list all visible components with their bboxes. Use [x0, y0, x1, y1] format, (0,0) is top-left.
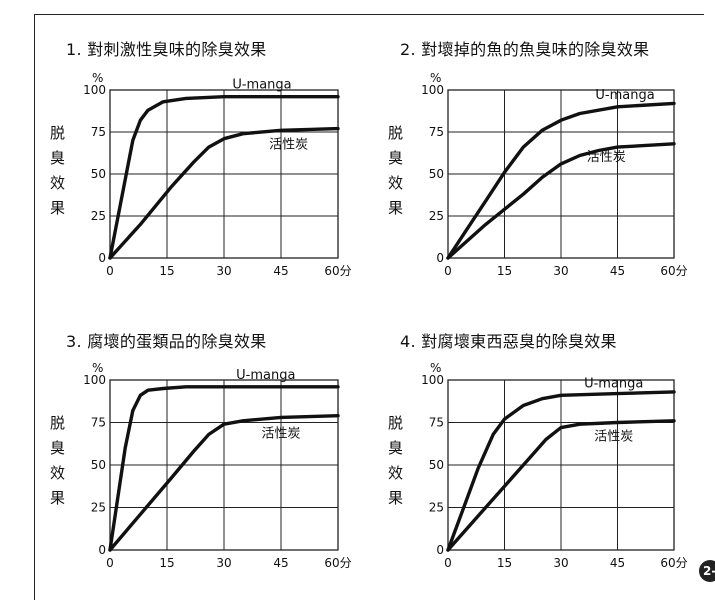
y-tick-label: 100 [421, 83, 444, 97]
y-tick-label: 0 [436, 251, 444, 265]
y-tick-label: 25 [91, 501, 106, 515]
x-tick-label: 45 [273, 556, 288, 570]
x-tick-label: 60分 [660, 264, 687, 278]
series-line [108, 385, 340, 552]
y-unit-label: % [430, 361, 441, 375]
chart-svg: 0 15 30 45 60分 0 25 50 75 100% 脱臭效果 U-manga 活性炭 [388, 71, 688, 278]
x-tick-label: 45 [610, 556, 625, 570]
y-tick-label: 25 [429, 209, 444, 223]
series-label: U-manga [584, 377, 643, 392]
y-tick-label: 75 [91, 416, 106, 430]
x-tick-label: 45 [610, 264, 625, 278]
y-axis-label: 脱臭效果 [50, 124, 65, 217]
x-tick-label: 30 [553, 556, 568, 570]
chart-panel-1: 1. 對刺激性臭味的除臭效果 0 15 30 45 60分 0 25 50 75 100% 脱臭效果… [48, 24, 378, 299]
chart-svg: 0 15 30 45 60分 0 25 50 75 100% 脱臭效果 U-manga 活性炭 [388, 361, 688, 570]
y-tick-label: 25 [429, 501, 444, 515]
y-tick-label: 100 [421, 373, 444, 387]
series-line [446, 419, 676, 552]
series-label: U-manga [232, 78, 291, 93]
y-unit-label: % [92, 361, 103, 375]
page-number-badge: 2- [699, 560, 715, 582]
y-tick-label: 0 [98, 543, 106, 557]
x-tick-label: 30 [216, 264, 231, 278]
chart-title: 2. 對壞掉的魚的魚臭味的除臭效果 [400, 40, 650, 59]
y-tick-label: 50 [91, 167, 106, 181]
x-tick-label: 30 [553, 264, 568, 278]
series-label: U-manga [595, 88, 654, 103]
y-axis-label: 脱臭效果 [50, 414, 65, 507]
series-label: 活性炭 [269, 138, 308, 153]
x-tick-label: 60分 [324, 556, 351, 570]
series-label: U-manga [236, 368, 295, 383]
x-tick-label: 15 [497, 264, 512, 278]
x-tick-label: 30 [216, 556, 231, 570]
x-tick-label: 60分 [660, 556, 687, 570]
chart-title: 4. 對腐壞東西惡臭的除臭效果 [400, 332, 617, 351]
y-tick-label: 50 [91, 458, 106, 472]
chart-svg: 0 15 30 45 60分 0 25 50 75 100% 脱臭效果 U-manga 活性炭 [50, 361, 352, 570]
series-line [108, 126, 340, 260]
series-label: 活性炭 [261, 426, 300, 441]
chart-panel-2: 2. 對壞掉的魚的魚臭味的除臭效果 0 15 30 45 60分 0 25 50 75 100% 脱… [382, 24, 712, 299]
x-tick-label: 45 [273, 264, 288, 278]
y-tick-label: 100 [83, 373, 106, 387]
y-tick-label: 75 [429, 125, 444, 139]
x-tick-label: 15 [159, 556, 174, 570]
series-line [446, 142, 676, 260]
chart-panel-3: 3. 腐壞的蛋類品的除臭效果 0 15 30 45 60分 0 25 50 75 100% 脱臭效果… [48, 308, 378, 583]
y-tick-label: 100 [83, 83, 106, 97]
chart-title: 1. 對刺激性臭味的除臭效果 [66, 40, 267, 59]
series-label: 活性炭 [594, 430, 633, 445]
series-label: 活性炭 [587, 150, 626, 165]
y-tick-label: 50 [429, 458, 444, 472]
x-tick-label: 0 [106, 556, 114, 570]
series-line [108, 414, 340, 552]
x-tick-label: 60分 [324, 264, 351, 278]
y-unit-label: % [92, 71, 103, 85]
y-axis-label: 脱臭效果 [388, 124, 403, 217]
y-tick-label: 75 [429, 416, 444, 430]
series-line [108, 95, 340, 260]
series-line [446, 101, 676, 260]
chart-svg: 0 15 30 45 60分 0 25 50 75 100% 脱臭效果 U-manga 活性炭 [50, 71, 352, 278]
page-frame [34, 14, 704, 600]
y-tick-label: 0 [98, 251, 106, 265]
y-tick-label: 75 [91, 125, 106, 139]
chart-panel-4: 4. 對腐壞東西惡臭的除臭效果 0 15 30 45 60分 0 25 50 75 100% 脱臭效… [382, 308, 712, 583]
x-tick-label: 15 [159, 264, 174, 278]
chart-title: 3. 腐壞的蛋類品的除臭效果 [66, 332, 267, 351]
x-tick-label: 0 [444, 556, 452, 570]
y-unit-label: % [430, 71, 441, 85]
x-tick-label: 0 [106, 264, 114, 278]
y-tick-label: 25 [91, 209, 106, 223]
y-tick-label: 50 [429, 167, 444, 181]
y-axis-label: 脱臭效果 [388, 414, 403, 507]
x-tick-label: 15 [497, 556, 512, 570]
series-line [446, 390, 676, 552]
y-tick-label: 0 [436, 543, 444, 557]
x-tick-label: 0 [444, 264, 452, 278]
